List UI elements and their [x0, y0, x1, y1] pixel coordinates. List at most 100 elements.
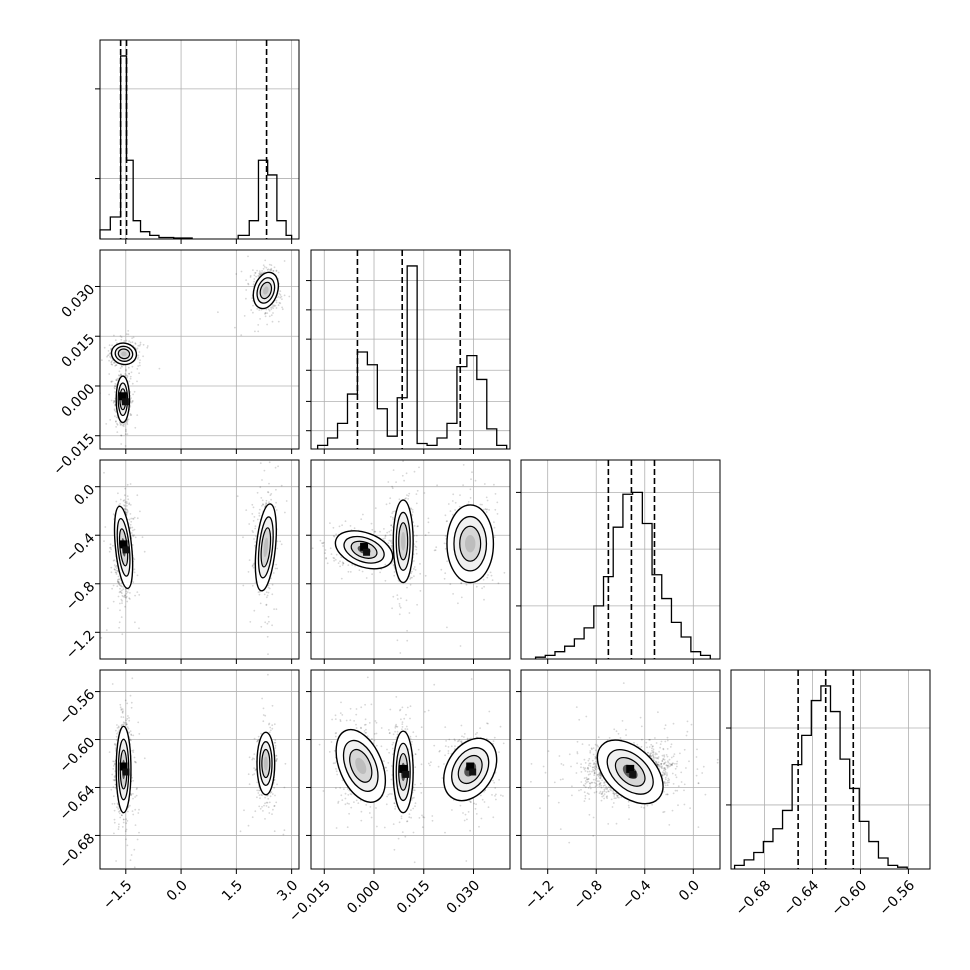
sample-point [133, 558, 136, 561]
sample-point [119, 816, 122, 819]
sample-point [119, 367, 122, 369]
sample-point [121, 600, 123, 602]
sample-point [131, 776, 134, 779]
sample-point [261, 270, 263, 272]
sample-point [125, 723, 128, 726]
sample-point [110, 380, 113, 383]
sample-point [273, 741, 276, 744]
sample-point [247, 571, 250, 573]
sample-point [275, 759, 277, 762]
sample-point [288, 295, 291, 298]
sample-point [251, 565, 254, 567]
sample-point [275, 608, 278, 611]
sample-point [277, 465, 279, 468]
sample-point [134, 621, 136, 624]
sample-point [118, 581, 120, 583]
sample-point [262, 720, 265, 723]
sample-point [139, 359, 141, 361]
sample-point [129, 414, 132, 417]
sample-point [236, 495, 239, 498]
sample-point [114, 744, 117, 747]
sample-point [267, 491, 270, 494]
sample-point [134, 808, 137, 811]
sample-point [261, 806, 263, 808]
sample-point [132, 797, 134, 800]
sample-point [137, 354, 140, 357]
sample-point [126, 376, 128, 379]
sample-point [282, 833, 285, 836]
sample-point [132, 751, 135, 753]
sample-point [391, 548, 394, 550]
density-peak [121, 398, 129, 406]
sample-point [261, 504, 263, 507]
sample-point [261, 479, 263, 481]
sample-point [121, 826, 124, 828]
sample-point [365, 577, 368, 579]
sample-point [251, 816, 254, 819]
sample-point [111, 803, 114, 805]
sample-point [127, 418, 130, 421]
sample-point [125, 511, 128, 514]
sample-point [265, 801, 268, 804]
sample-point [131, 400, 134, 402]
sample-point [133, 568, 136, 571]
sample-point [120, 423, 123, 426]
sample-point [136, 347, 139, 350]
sample-point [125, 428, 127, 431]
sample-point [390, 524, 392, 527]
sample-point [130, 401, 133, 404]
sample-point [252, 520, 255, 522]
sample-point [114, 566, 117, 568]
sample-point [129, 526, 132, 529]
sample-point [139, 510, 141, 513]
sample-point [251, 513, 254, 515]
sample-point [259, 486, 262, 489]
sample-point [137, 721, 140, 724]
sample-point [130, 854, 133, 856]
sample-point [240, 334, 243, 336]
sample-point [262, 503, 264, 505]
sample-point [113, 334, 115, 337]
sample-point [275, 501, 277, 504]
sample-point [137, 344, 140, 347]
sample-point [114, 339, 117, 342]
sample-point [113, 559, 116, 562]
sample-point [371, 528, 374, 531]
sample-point [259, 797, 261, 800]
sample-point [284, 762, 287, 765]
sample-point [127, 810, 129, 813]
sample-point [120, 616, 123, 618]
sample-point [275, 301, 278, 304]
sample-point [262, 264, 265, 267]
sample-point [121, 723, 124, 726]
sample-point [134, 426, 137, 429]
sample-point [128, 719, 131, 722]
sample-point [120, 374, 122, 376]
sample-point [335, 553, 338, 556]
sample-point [275, 270, 278, 272]
sample-point [114, 391, 116, 393]
sample-point [146, 345, 149, 347]
sample-point [268, 620, 270, 623]
density-peak [119, 762, 128, 771]
sample-point [133, 866, 136, 869]
sample-point [276, 757, 278, 760]
sample-point [251, 564, 254, 567]
sample-point [127, 731, 130, 734]
sample-point [251, 503, 254, 506]
sample-point [111, 587, 113, 590]
sample-point [117, 578, 120, 581]
sample-point [248, 559, 251, 561]
sample-point [133, 848, 136, 851]
sample-point [324, 552, 326, 554]
sample-point [283, 260, 286, 262]
sample-point [118, 583, 121, 586]
panel-background [311, 250, 510, 449]
sample-point [128, 340, 131, 343]
density-layer [108, 673, 287, 869]
sample-point [235, 273, 238, 275]
sample-point [273, 830, 276, 833]
sample-point [259, 271, 261, 274]
sample-point [113, 760, 116, 763]
contour-level [263, 286, 269, 295]
